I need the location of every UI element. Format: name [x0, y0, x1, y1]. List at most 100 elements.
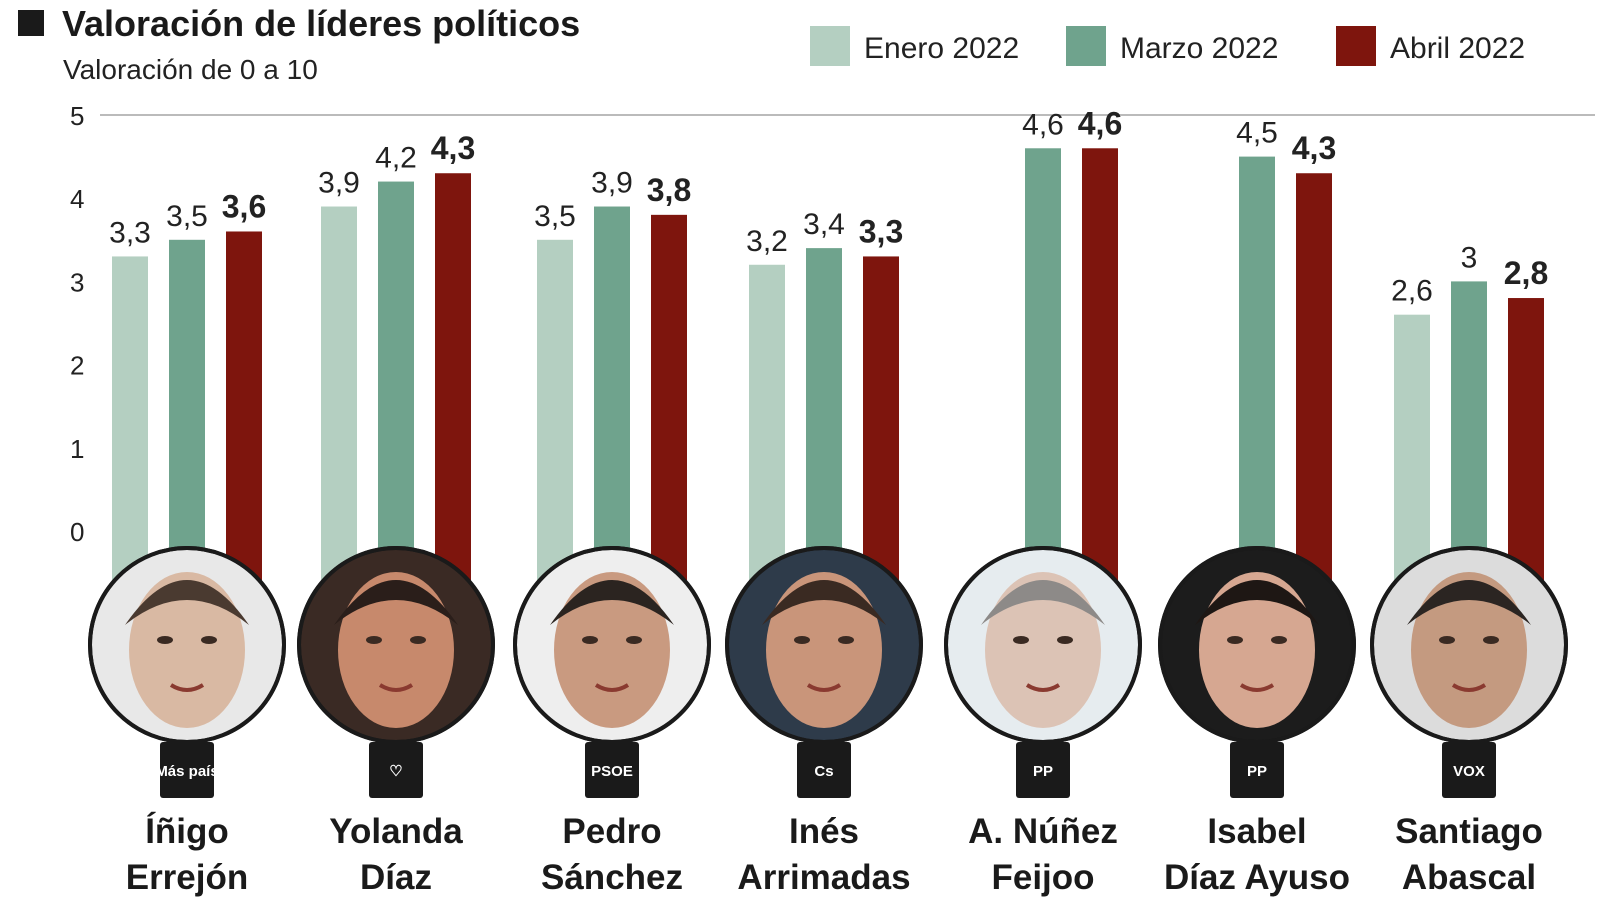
- eye: [1483, 636, 1499, 644]
- portraits: Más país Íñigo Errejón ♡ Yolanda Díaz PSOE Pedr…: [88, 546, 1568, 897]
- eye: [1013, 636, 1029, 644]
- party-logo-text: Más país: [155, 763, 218, 780]
- legend-swatch: [810, 26, 850, 66]
- title-marker: [18, 10, 44, 36]
- face: [129, 572, 245, 728]
- face: [554, 572, 670, 728]
- party-logo-text: PSOE: [591, 763, 633, 780]
- data-label: 3: [1461, 241, 1478, 274]
- data-label: 3,3: [109, 216, 151, 249]
- category-label: Díaz Ayuso: [1164, 858, 1350, 897]
- party-logo: [1230, 742, 1284, 798]
- legend-swatch: [1336, 26, 1376, 66]
- eye: [1439, 636, 1455, 644]
- bar: [863, 256, 899, 581]
- mouth: [1239, 683, 1275, 692]
- bar: [169, 239, 205, 582]
- eye: [1057, 636, 1073, 644]
- hair: [981, 580, 1105, 625]
- party-logo-text: PP: [1247, 763, 1267, 780]
- data-label: 3,4: [803, 208, 845, 241]
- data-label: 4,6: [1022, 108, 1064, 141]
- data-label: 3,9: [591, 167, 633, 200]
- category-label: Pedro: [562, 812, 661, 851]
- bar: [537, 239, 573, 582]
- party-logo: [585, 742, 639, 798]
- bar: [378, 181, 414, 581]
- party-logo-text: ♡: [389, 763, 402, 780]
- data-label: 3,6: [222, 188, 266, 224]
- portrait: [944, 546, 1142, 744]
- mouth: [169, 683, 205, 692]
- category-label: Inés: [789, 812, 859, 851]
- category-label: Íñigo: [145, 811, 229, 851]
- y-tick-label: 4: [70, 184, 84, 214]
- data-label: 4,3: [1292, 130, 1336, 166]
- legend-label: Marzo 2022: [1120, 32, 1278, 65]
- data-label: 2,6: [1391, 275, 1433, 308]
- party-logo: [1442, 742, 1496, 798]
- mouth: [1451, 683, 1487, 692]
- y-tick-label: 2: [70, 351, 84, 381]
- portrait: [297, 546, 495, 744]
- data-label: 4,5: [1236, 117, 1278, 150]
- eye: [794, 636, 810, 644]
- bar: [435, 173, 471, 582]
- category-label: Sánchez: [541, 858, 683, 897]
- legend-swatch: [1066, 26, 1106, 66]
- legend: Enero 2022 Marzo 2022 Abril 2022: [810, 26, 1525, 66]
- category-label: Isabel: [1207, 812, 1306, 851]
- mouth: [594, 683, 630, 692]
- portrait: [725, 546, 923, 744]
- portrait: [88, 546, 286, 744]
- y-tick-label: 5: [70, 101, 84, 131]
- bar: [1025, 148, 1061, 581]
- y-tick-label: 1: [70, 434, 84, 464]
- party-logo-text: Cs: [814, 763, 833, 780]
- bar: [594, 206, 630, 581]
- eye: [157, 636, 173, 644]
- chart-title: Valoración de líderes políticos: [62, 3, 580, 44]
- y-axis: 0 1 2 3 4 5: [70, 101, 1595, 547]
- portrait: [513, 546, 711, 744]
- bar: [749, 264, 785, 581]
- eye: [1271, 636, 1287, 644]
- bar: [226, 231, 262, 582]
- eye: [410, 636, 426, 644]
- bar: [1239, 156, 1275, 581]
- party-logo: [160, 742, 214, 798]
- face: [985, 572, 1101, 728]
- party-logo: [797, 742, 851, 798]
- bar: [1082, 148, 1118, 581]
- hair: [125, 580, 249, 625]
- bar: [1394, 314, 1430, 581]
- mouth: [806, 683, 842, 692]
- category-label: A. Núñez: [968, 812, 1118, 851]
- data-label: 4,3: [431, 130, 475, 166]
- y-tick-label: 0: [70, 517, 84, 547]
- party-logo-text: VOX: [1453, 763, 1485, 780]
- hair: [334, 580, 458, 625]
- party-logo: [1016, 742, 1070, 798]
- legend-label: Abril 2022: [1390, 32, 1525, 65]
- bar: [321, 206, 357, 581]
- portrait: [1158, 546, 1356, 744]
- eye: [626, 636, 642, 644]
- data-label: 3,9: [318, 167, 360, 200]
- mouth: [1025, 683, 1061, 692]
- hair: [550, 580, 674, 625]
- data-label: 3,8: [647, 172, 691, 208]
- data-label: 3,5: [534, 200, 576, 233]
- category-label: Santiago: [1395, 812, 1543, 851]
- legend-label: Enero 2022: [864, 32, 1019, 65]
- eye: [838, 636, 854, 644]
- face: [1411, 572, 1527, 728]
- bar: [1296, 173, 1332, 582]
- y-tick-label: 3: [70, 267, 84, 297]
- category-label: Yolanda: [329, 812, 463, 851]
- bar: [1508, 298, 1544, 581]
- party-logo-text: PP: [1033, 763, 1053, 780]
- data-label: 2,8: [1504, 255, 1548, 291]
- chart-subtitle: Valoración de 0 a 10: [63, 54, 318, 85]
